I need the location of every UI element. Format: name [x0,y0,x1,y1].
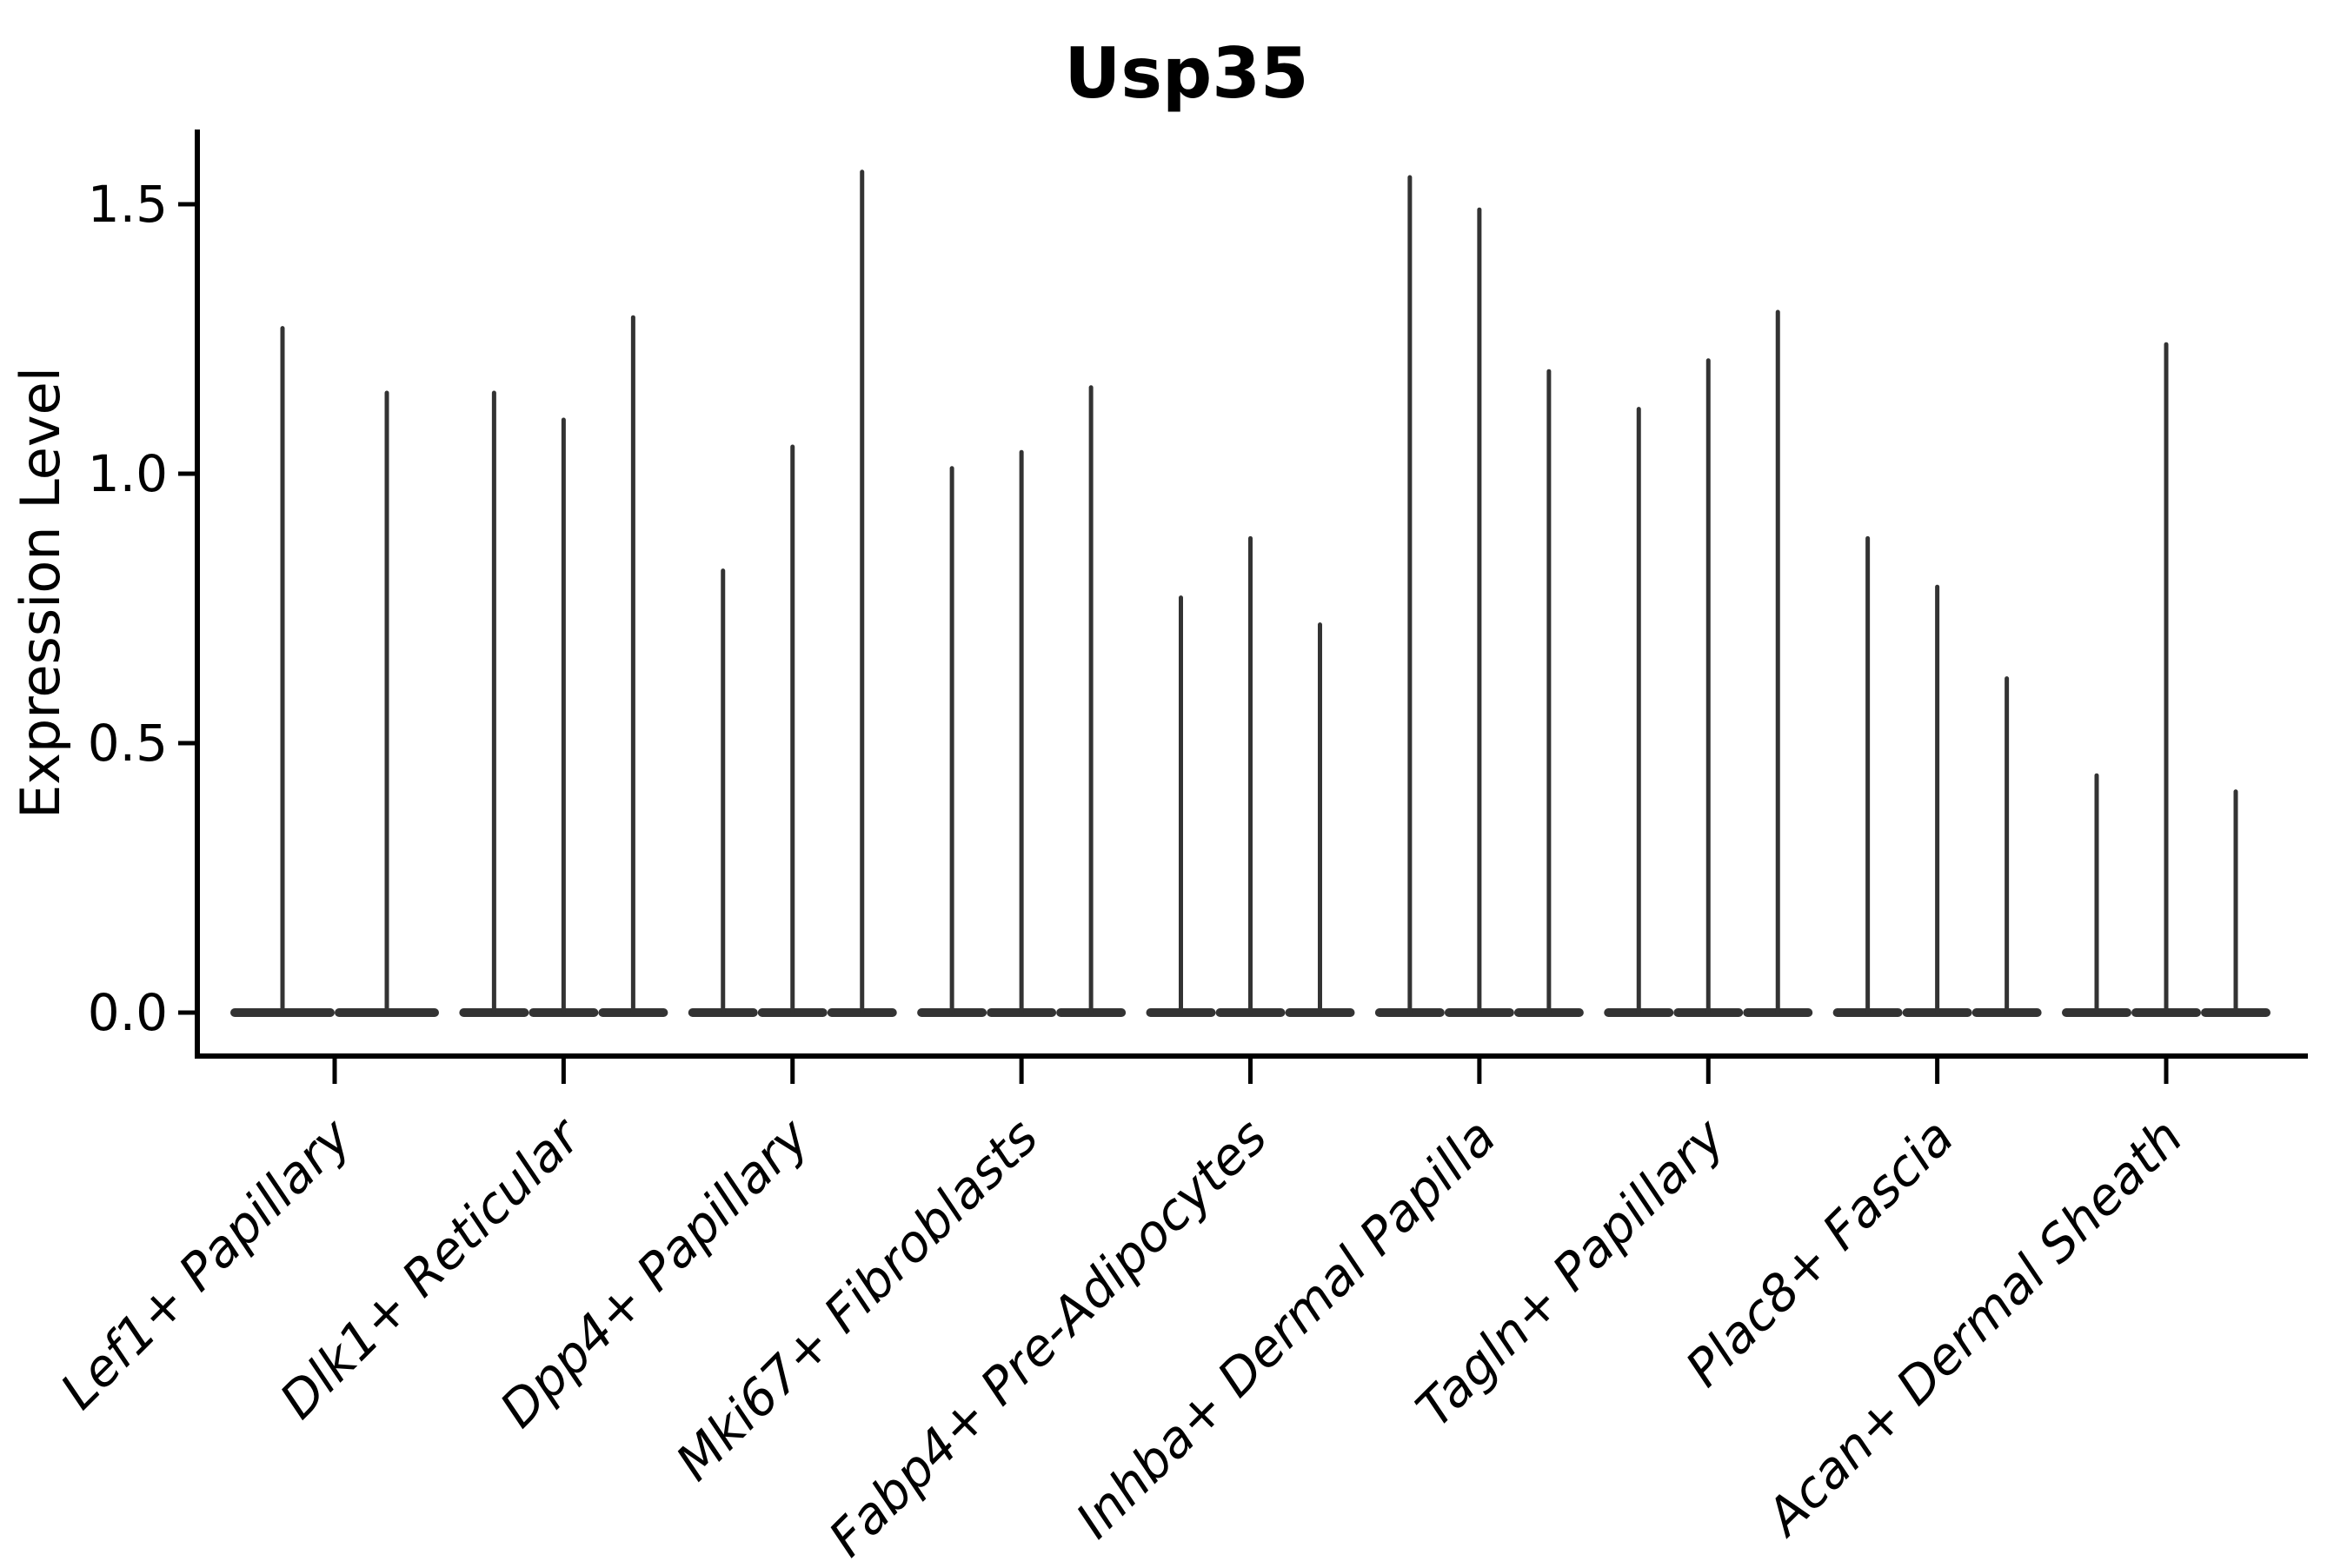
violin-group [1832,535,2042,1017]
x-tick-label: Acan+ Dermal Sheath [1752,1107,2194,1549]
y-tick-label: 1.0 [88,444,168,503]
violins [230,169,2271,1017]
violin-group [459,315,668,1017]
chart-title: Usp35 [1064,33,1308,114]
x-tick-label: Fabp4+ Pre-Adipocytes [817,1107,1278,1565]
y-tick-label: 0.0 [88,983,168,1042]
violin-group [1604,309,1813,1017]
x-tick-label: Inhba+ Dermal Papilla [1065,1107,1507,1550]
y-tick-label: 1.5 [88,175,168,234]
violin-group [2062,342,2271,1017]
y-axis-label: Expression Level [9,367,72,819]
y-tick-label: 0.5 [88,714,168,773]
y-axis-ticks: 0.0 0.5 1.0 1.5 [88,175,197,1042]
violin-group [688,169,897,1017]
violin-group [917,385,1127,1017]
violin-group [1146,535,1355,1017]
x-axis-ticks [332,1056,2169,1084]
violin-group [230,326,439,1017]
violin-group [1374,175,1584,1017]
